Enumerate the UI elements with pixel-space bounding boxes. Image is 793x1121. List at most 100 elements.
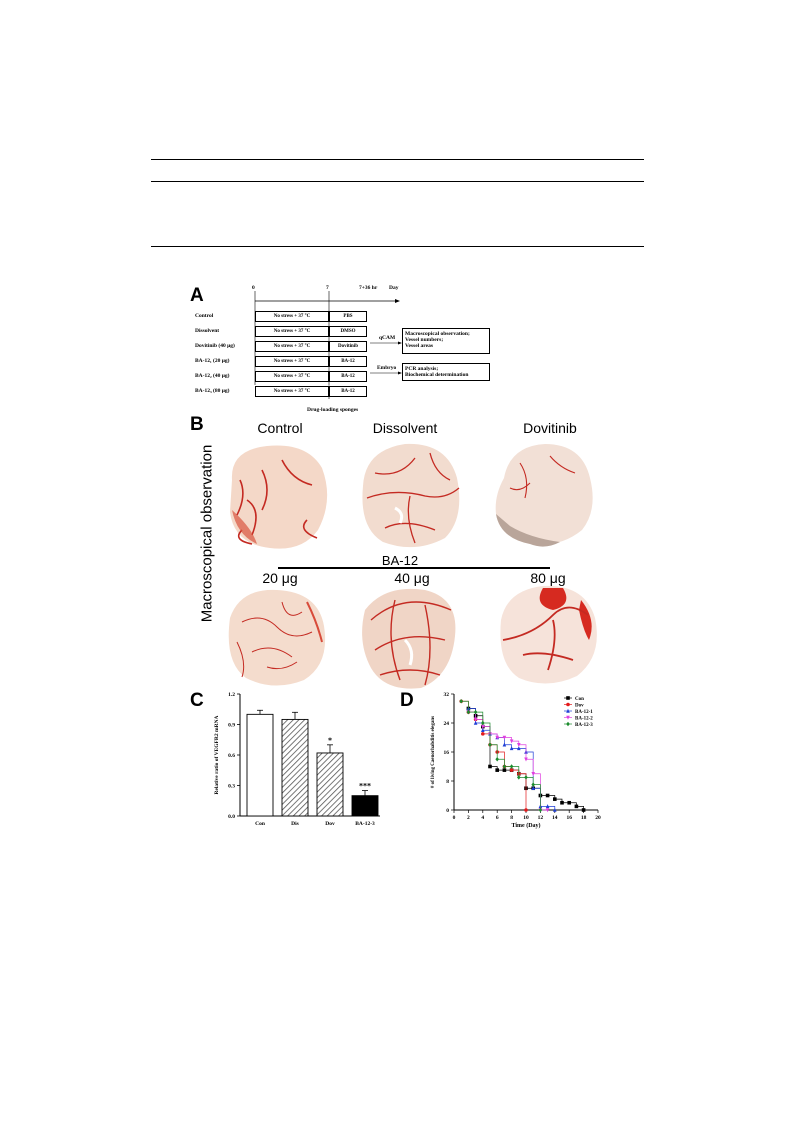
group-name: Dovitinib (40 μg) xyxy=(195,343,235,349)
bar xyxy=(246,713,274,817)
pcr-box: PCR analysis; Biochemical determination xyxy=(402,363,490,381)
legend-label: BA-12-3 xyxy=(575,723,593,728)
timeline-day-7: 7 xyxy=(326,285,329,291)
y-tick-label: 0.6 xyxy=(228,753,235,759)
embryo-label: Embryo xyxy=(377,365,397,371)
y-tick-label: 0 xyxy=(446,808,449,814)
data-point xyxy=(488,764,492,769)
group-stress-cell: No stress + 37 °C xyxy=(255,341,329,352)
x-tick-label: 0 xyxy=(453,815,456,821)
data-point xyxy=(509,768,514,772)
data-point xyxy=(545,808,550,813)
data-point xyxy=(459,698,463,704)
data-point xyxy=(481,727,485,733)
data-point xyxy=(560,800,564,805)
y-axis-label: Relative ratio of VEGFR2 mRNA xyxy=(214,715,220,794)
photo-label-dissolvent: Dissolvent xyxy=(372,420,438,436)
table-header-rule xyxy=(151,181,644,182)
panel-label-d: D xyxy=(400,690,414,711)
y-tick-label: 0.0 xyxy=(228,814,235,820)
data-point xyxy=(531,771,535,777)
pcr-line-2: Biochemical determination xyxy=(405,372,469,378)
ba12-label: BA-12 xyxy=(381,553,419,568)
timeline-day-end: 7+36 hr xyxy=(359,285,378,291)
experiment-timeline: 0 7 7+36 hr Day Control No stress + 37 °C… xyxy=(195,283,495,418)
data-point xyxy=(502,735,507,740)
x-tick-label: 4 xyxy=(481,815,484,821)
data-point xyxy=(524,775,528,780)
data-point xyxy=(524,757,528,762)
data-point xyxy=(502,768,507,772)
x-tick-label: 8 xyxy=(510,815,513,821)
dose-label-80: 80 μg xyxy=(530,570,566,586)
x-tick-label: 2 xyxy=(467,815,470,821)
panel-label-c: C xyxy=(190,690,204,711)
table-bottom-rule xyxy=(151,246,644,247)
data-point xyxy=(502,764,507,769)
data-point xyxy=(495,735,499,740)
y-tick-label: 24 xyxy=(444,721,450,727)
group-stress-cell: No stress + 37 °C xyxy=(255,311,329,322)
legend-label: Con xyxy=(575,697,584,702)
data-point xyxy=(509,739,514,744)
panel-label-a: A xyxy=(190,285,204,306)
data-point xyxy=(553,807,557,812)
data-point xyxy=(531,785,535,791)
timeline-day-0: 0 xyxy=(252,285,255,291)
data-point xyxy=(566,715,570,720)
side-label-text: Macroscopical observation xyxy=(198,444,216,623)
group-stress-cell: No stress + 37 °C xyxy=(255,356,329,367)
qcam-label: qCAM xyxy=(379,335,396,341)
legend-label: BA-12-1 xyxy=(575,710,593,715)
data-point xyxy=(509,746,514,751)
observation-line-3: Vessel areas xyxy=(405,343,433,349)
group-name: BA-12₃ (80 μg) xyxy=(195,388,230,394)
category-label: Dis xyxy=(291,821,299,827)
bar xyxy=(281,718,309,817)
timeline-day-unit: Day xyxy=(389,285,399,291)
panel-label-b: B xyxy=(190,414,204,435)
data-point xyxy=(502,742,507,747)
group-name: BA-12₂ (40 μg) xyxy=(195,373,230,379)
cam-photo-control xyxy=(230,445,328,549)
group-name: BA-12₁ (20 μg) xyxy=(195,358,230,364)
group-drug-cell: Dovitinib xyxy=(329,341,367,352)
y-tick-label: 0.9 xyxy=(228,723,235,729)
data-point xyxy=(553,797,557,801)
data-point xyxy=(545,804,550,809)
table-top-rule xyxy=(151,159,644,160)
cam-photo-40ug xyxy=(362,588,456,689)
cam-photo-dovitinib xyxy=(495,444,593,547)
series-line xyxy=(461,700,541,810)
x-axis-label: Time (Day) xyxy=(511,822,540,829)
data-point xyxy=(566,696,570,700)
series-line xyxy=(461,700,527,810)
data-point xyxy=(473,717,478,722)
ba12-bracket-line xyxy=(278,567,550,569)
timeline-lines xyxy=(254,291,402,399)
x-tick-label: 6 xyxy=(496,815,499,821)
cam-photo-20ug xyxy=(228,589,326,686)
group-drug-cell: BA-12 xyxy=(329,371,367,382)
dose-label-40: 40 μg xyxy=(394,570,430,586)
x-tick-label: 12 xyxy=(538,815,544,821)
x-tick-label: 16 xyxy=(566,815,572,821)
data-point xyxy=(567,800,571,805)
legend-label: Dov xyxy=(575,704,584,709)
data-point xyxy=(524,808,528,812)
group-name: Control xyxy=(195,313,214,319)
legend-label: BA-12-2 xyxy=(575,717,593,722)
y-tick-label: 8 xyxy=(446,779,449,785)
x-tick-label: 18 xyxy=(581,815,587,821)
x-tick-label: 14 xyxy=(552,815,558,821)
group-drug-cell: PBS xyxy=(329,311,367,322)
data-point xyxy=(473,709,478,715)
photo-label-control: Control xyxy=(257,420,303,436)
group-name: Dissolvent xyxy=(195,328,220,334)
data-point xyxy=(517,746,521,751)
data-point xyxy=(574,804,579,809)
data-point xyxy=(495,768,499,772)
data-point xyxy=(531,782,535,787)
significance-mark: *** xyxy=(359,782,371,791)
cam-photo-80ug xyxy=(500,585,597,684)
